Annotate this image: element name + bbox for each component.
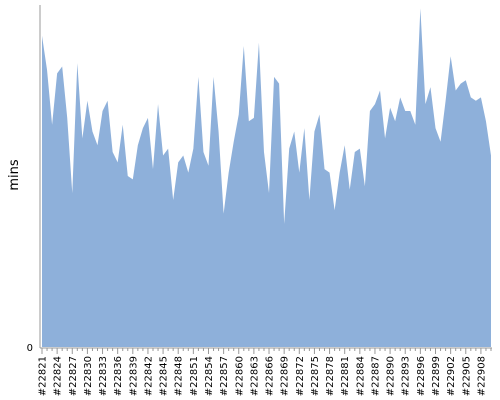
x-tick-label: #22896	[416, 356, 427, 396]
x-tick-label: #22860	[234, 356, 245, 396]
x-tick-label: #22827	[68, 356, 79, 396]
x-ticks: #22821 #22824 #22827 #22830 #22833 #22836 #228…	[38, 348, 492, 396]
y-axis-label: mins	[7, 159, 22, 191]
x-tick-label: #22893	[401, 356, 412, 396]
x-tick-label: #22884	[355, 356, 366, 396]
plot-area	[42, 8, 491, 347]
x-tick-label: #22824	[53, 356, 64, 396]
y-ticks: 0	[27, 343, 33, 354]
x-tick-label: #22869	[280, 356, 291, 396]
x-tick-label: #22833	[98, 356, 109, 396]
y-tick-label: 0	[27, 343, 33, 354]
x-tick-label: #22851	[189, 356, 200, 396]
x-tick-label: #22848	[174, 356, 185, 396]
x-tick-label: #22905	[461, 356, 472, 396]
x-tick-label: #22881	[340, 356, 351, 396]
x-tick-label: #22866	[265, 356, 276, 396]
area-series	[42, 8, 491, 347]
x-tick-label: #22887	[370, 356, 381, 396]
x-tick-label: #22878	[325, 356, 336, 396]
x-tick-label: #22875	[310, 356, 321, 396]
x-tick-label: #22821	[38, 356, 49, 396]
x-tick-label: #22830	[83, 356, 94, 396]
x-tick-label: #22890	[386, 356, 397, 396]
x-tick-label: #22842	[143, 356, 154, 396]
x-tick-label: #22845	[159, 356, 170, 396]
x-tick-label: #22863	[249, 356, 260, 396]
x-tick-label: #22839	[128, 356, 139, 396]
x-tick-label: #22836	[113, 356, 124, 396]
x-tick-label: #22857	[219, 356, 230, 396]
x-tick-label: #22872	[295, 356, 306, 396]
x-tick-label: #22899	[431, 356, 442, 396]
x-tick-label: #22854	[204, 356, 215, 396]
x-tick-label: #22908	[476, 356, 487, 396]
x-tick-label: #22902	[446, 356, 457, 396]
